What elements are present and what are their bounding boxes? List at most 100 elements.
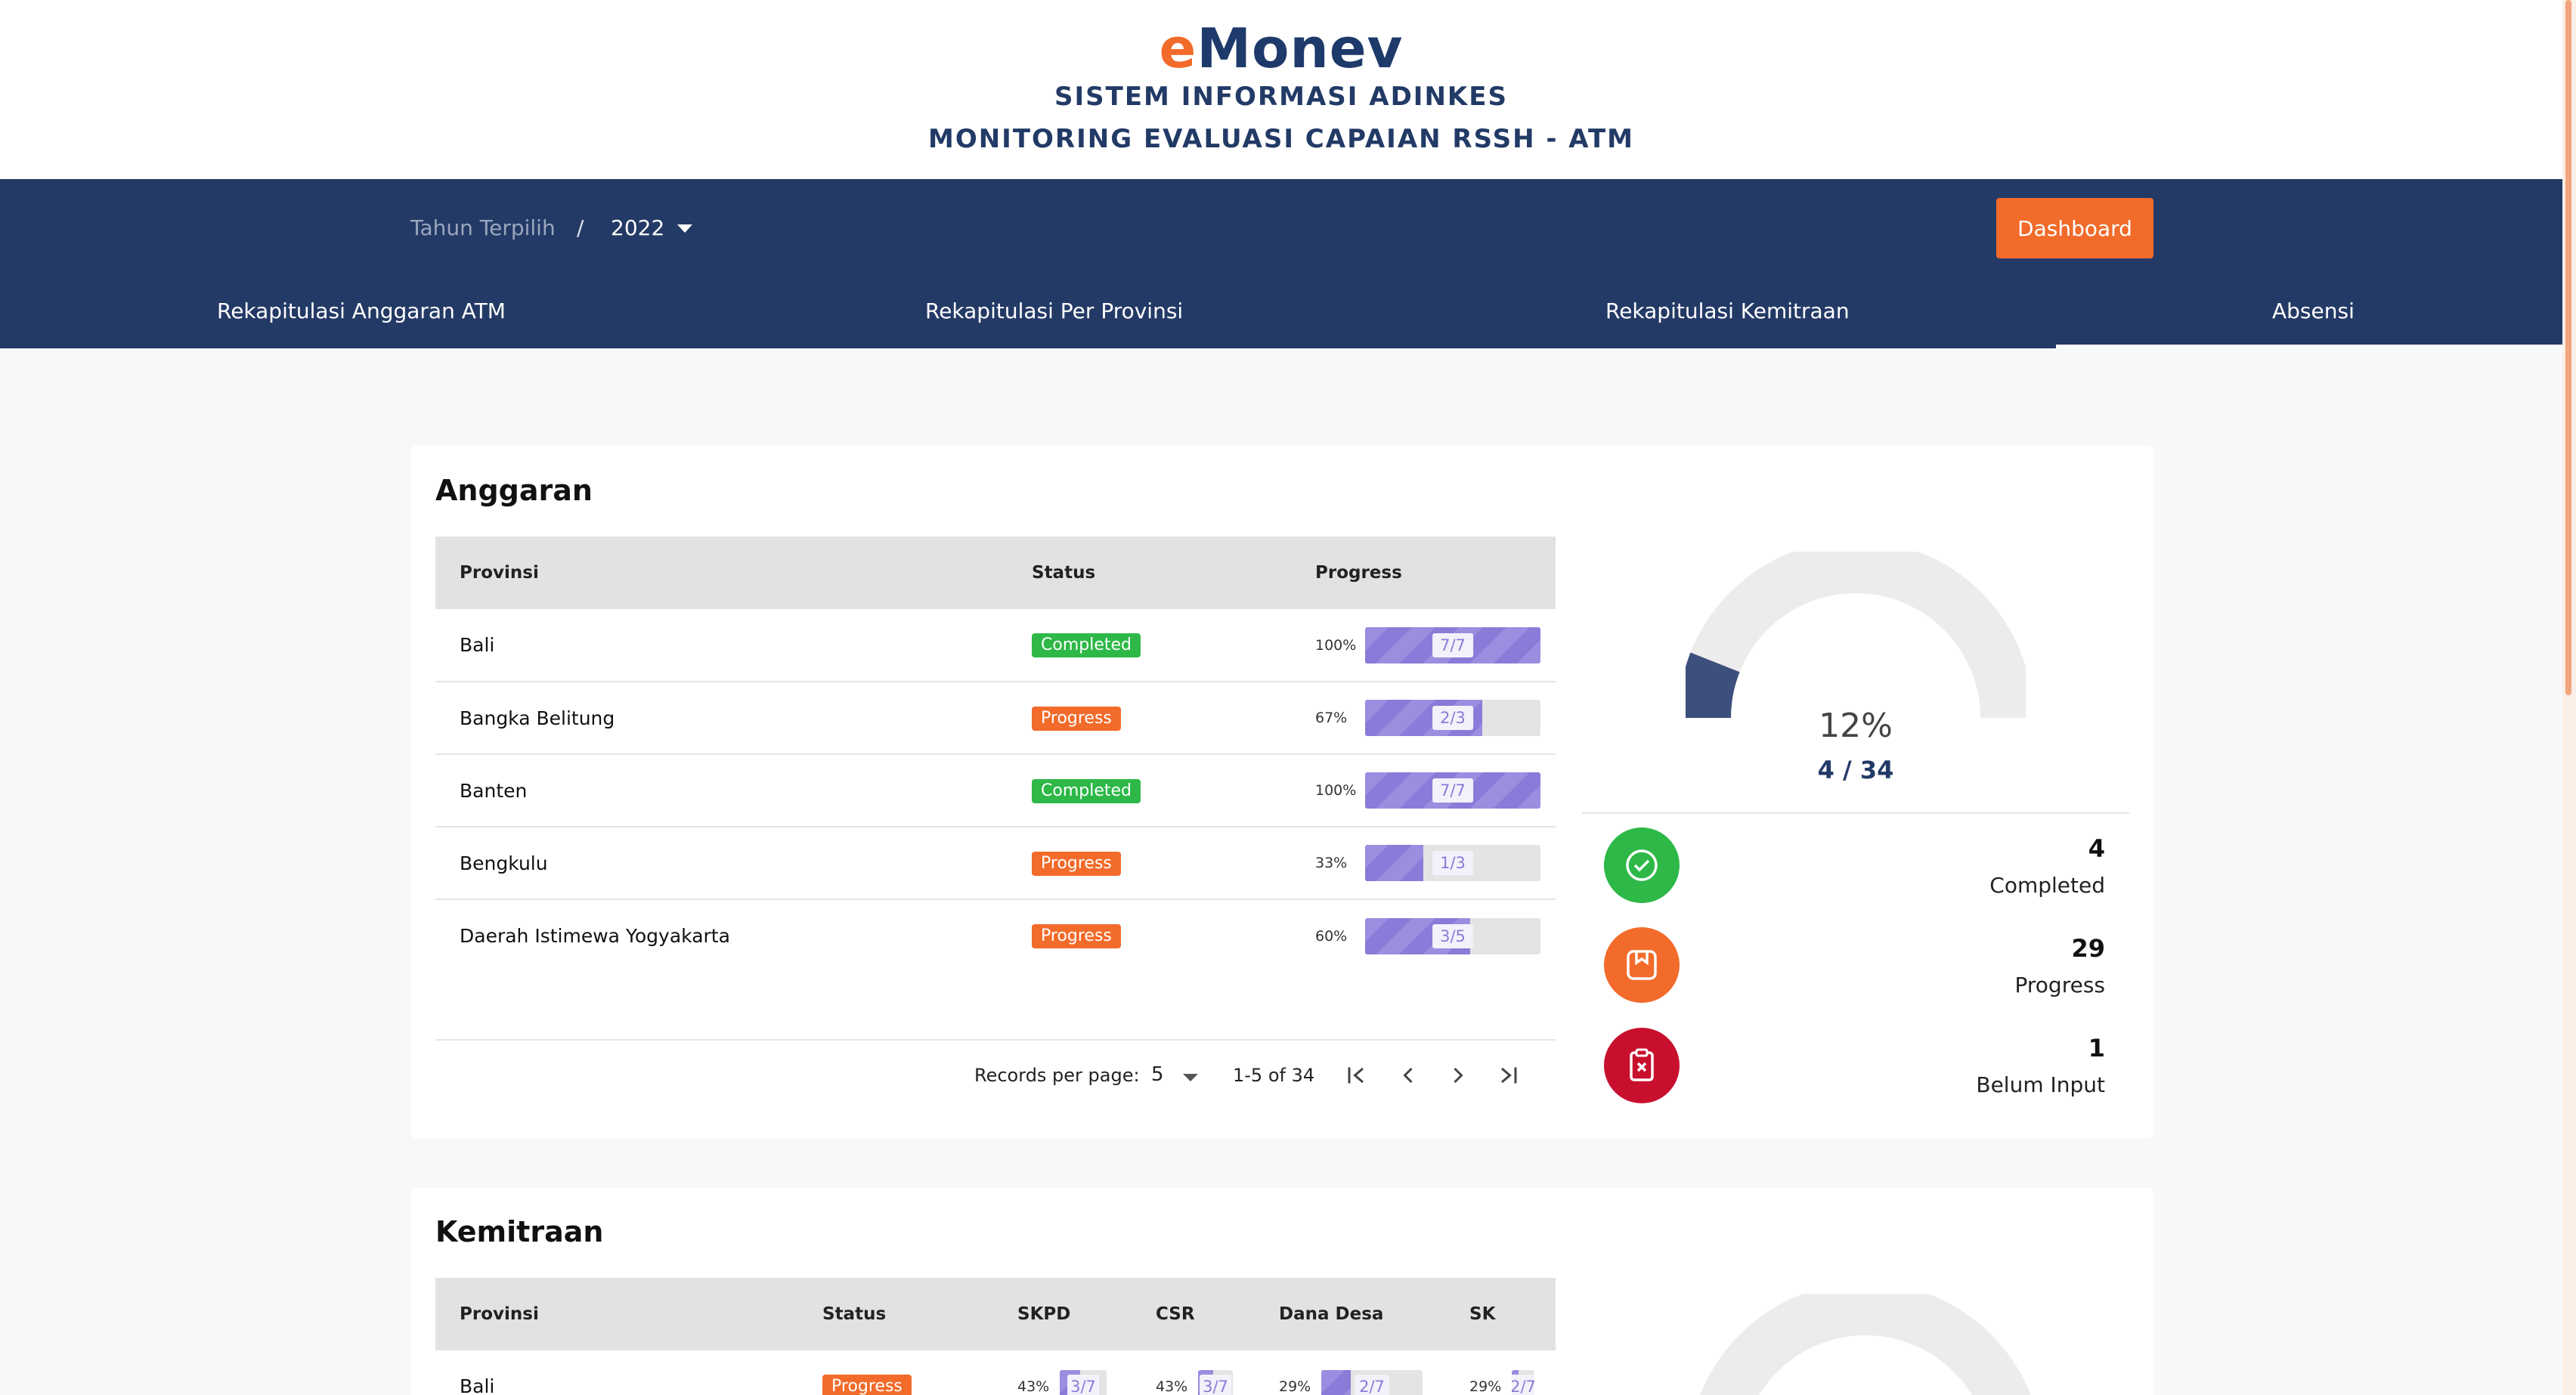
dashboard-button[interactable]: Dashboard <box>1996 198 2153 258</box>
tab-rekapitulasi-kemitraan[interactable]: Rekapitulasi Kemitraan <box>1605 298 1850 323</box>
status-badge: Progress <box>822 1375 912 1395</box>
records-per-page-select[interactable]: 5 <box>1151 1063 1164 1086</box>
clipboard-x-icon <box>1630 1048 1654 1081</box>
status-badge: Progress <box>1032 851 1121 876</box>
last-page-icon[interactable] <box>1495 1062 1522 1089</box>
provinsi-cell: Bali <box>435 609 1008 682</box>
pager-divider <box>435 1039 1556 1041</box>
skpd-percent: 43% <box>1017 1378 1050 1395</box>
provinsi-cell: Banten <box>435 754 1008 827</box>
book-icon <box>1627 950 1657 980</box>
progress-percent: 67% <box>1315 710 1348 726</box>
sk-ratio: 2/7 <box>1512 1374 1534 1395</box>
progress-count: 29 <box>2071 934 2105 963</box>
progress-percent: 100% <box>1315 636 1357 654</box>
progress-bar: 7/7 <box>1365 626 1540 663</box>
gauge-count: 4 / 34 <box>1817 756 1894 784</box>
kemitraan-title: Kemitraan <box>435 1215 604 1248</box>
csr-percent: 43% <box>1156 1378 1188 1395</box>
chevron-down-icon[interactable] <box>677 224 692 233</box>
previous-page-icon[interactable] <box>1395 1062 1422 1089</box>
progress-label: Progress <box>2014 973 2106 998</box>
tab-rekapitulasi-per-provinsi[interactable]: Rekapitulasi Per Provinsi <box>925 298 1184 323</box>
status-badge: Progress <box>1032 924 1121 948</box>
table-row: Bali Progress 43% 3/7 43% 3/7 29% 2/7 29% 2/… <box>435 1350 1556 1395</box>
table-row: Daerah Istimewa Yogyakarta Progress 60% 3… <box>435 899 1556 972</box>
year-select[interactable]: 2022 <box>611 215 665 240</box>
gauge-percent: 12% <box>1819 707 1893 745</box>
check-circle-icon <box>1626 849 1658 881</box>
sk-progress-bar: 2/7 <box>1512 1369 1534 1395</box>
dana-desa-ratio: 2/7 <box>1355 1374 1389 1395</box>
completion-gauge <box>1686 552 2026 719</box>
progress-ratio: 1/3 <box>1432 851 1473 875</box>
tab-rekapitulasi-anggaran-atm[interactable]: Rekapitulasi Anggaran ATM <box>217 298 506 323</box>
progress-percent: 60% <box>1315 927 1348 945</box>
dana-desa-percent: 29% <box>1279 1378 1311 1395</box>
column-header-provinsi[interactable]: Provinsi <box>435 537 1008 609</box>
brand-logo: eMonev <box>1159 17 1404 80</box>
skpd-progress-bar: 3/7 <box>1060 1369 1107 1395</box>
belum-input-label: Belum Input <box>1976 1072 2105 1097</box>
active-tab-indicator <box>2056 345 2562 348</box>
progress-percent: 33% <box>1315 855 1348 871</box>
table-row: Banten Completed 100% 7/7 <box>435 754 1556 827</box>
provinsi-cell: Bangka Belitung <box>435 682 1008 755</box>
progress-percent: 100% <box>1315 782 1357 799</box>
column-header-progress[interactable]: Progress <box>1291 537 1556 609</box>
year-label: Tahun Terpilih <box>410 215 556 240</box>
table-row: Bali Completed 100% 7/7 <box>435 609 1556 682</box>
column-header-provinsi[interactable]: Provinsi <box>435 1278 798 1350</box>
progress-stat-icon <box>1604 927 1680 1003</box>
kemitraan-card: Kemitraan Provinsi Status SKPD CSR Dana … <box>410 1188 2153 1395</box>
completed-label: Completed <box>1989 873 2105 898</box>
table-row: Bengkulu Progress 33% 1/3 <box>435 827 1556 900</box>
completed-stat-icon <box>1604 827 1680 903</box>
progress-bar: 2/3 <box>1365 700 1540 736</box>
provinsi-cell: Daerah Istimewa Yogyakarta <box>460 925 730 947</box>
column-header-sk[interactable]: SK <box>1445 1278 1556 1350</box>
status-badge: Progress <box>1032 706 1121 731</box>
anggaran-title: Anggaran <box>435 474 593 507</box>
dana-desa-progress-bar: 2/7 <box>1321 1369 1423 1395</box>
column-header-dana-desa[interactable]: Dana Desa <box>1255 1278 1445 1350</box>
progress-bar: 7/7 <box>1365 772 1540 809</box>
column-header-csr[interactable]: CSR <box>1132 1278 1255 1350</box>
next-page-icon[interactable] <box>1444 1062 1472 1089</box>
scrollbar-thumb[interactable] <box>2565 0 2571 695</box>
first-page-icon[interactable] <box>1342 1062 1370 1089</box>
pager-range: 1-5 of 34 <box>1233 1065 1315 1086</box>
progress-bar: 3/5 <box>1365 917 1540 954</box>
belum-input-stat-icon <box>1604 1028 1680 1103</box>
column-header-status[interactable]: Status <box>1008 537 1291 609</box>
table-row: Bangka Belitung Progress 67% 2/3 <box>435 682 1556 755</box>
anggaran-table: Provinsi Status Progress Bali Completed … <box>435 537 1556 972</box>
column-header-status[interactable]: Status <box>798 1278 993 1350</box>
subtitle-monitoring: MONITORING EVALUASI CAPAIAN RSSH - ATM <box>927 124 1635 154</box>
skpd-ratio: 3/7 <box>1067 1374 1099 1395</box>
app-header: eMonev SISTEM INFORMASI ADINKES MONITORI… <box>0 0 2576 179</box>
subtitle-system: SISTEM INFORMASI ADINKES <box>1054 82 1508 112</box>
progress-ratio: 7/7 <box>1432 778 1473 803</box>
sk-percent: 29% <box>1469 1378 1502 1395</box>
kemitraan-table: Provinsi Status SKPD CSR Dana Desa SK Ba… <box>435 1278 1556 1395</box>
progress-ratio: 3/5 <box>1432 923 1473 948</box>
progress-ratio: 2/3 <box>1432 706 1473 730</box>
provinsi-cell: Bengkulu <box>435 827 1008 900</box>
completed-count: 4 <box>2088 834 2105 863</box>
progress-bar: 1/3 <box>1365 845 1540 881</box>
csr-progress-bar: 3/7 <box>1198 1369 1233 1395</box>
provinsi-cell: Bali <box>435 1350 798 1395</box>
navbar: Tahun Terpilih / 2022 Dashboard Rekapitu… <box>0 179 2562 348</box>
status-badge: Completed <box>1032 633 1141 657</box>
tab-absensi[interactable]: Absensi <box>2272 298 2355 323</box>
progress-ratio: 7/7 <box>1432 633 1473 657</box>
summary-divider <box>1582 812 2129 814</box>
kemitraan-gauge <box>1700 1294 2031 1395</box>
year-separator: / <box>577 215 584 240</box>
chevron-down-icon[interactable] <box>1183 1074 1198 1081</box>
belum-input-count: 1 <box>2088 1034 2105 1062</box>
anggaran-card: Anggaran Provinsi Status Progress Bali C… <box>410 446 2153 1138</box>
column-header-skpd[interactable]: SKPD <box>993 1278 1132 1350</box>
status-badge: Completed <box>1032 778 1141 803</box>
